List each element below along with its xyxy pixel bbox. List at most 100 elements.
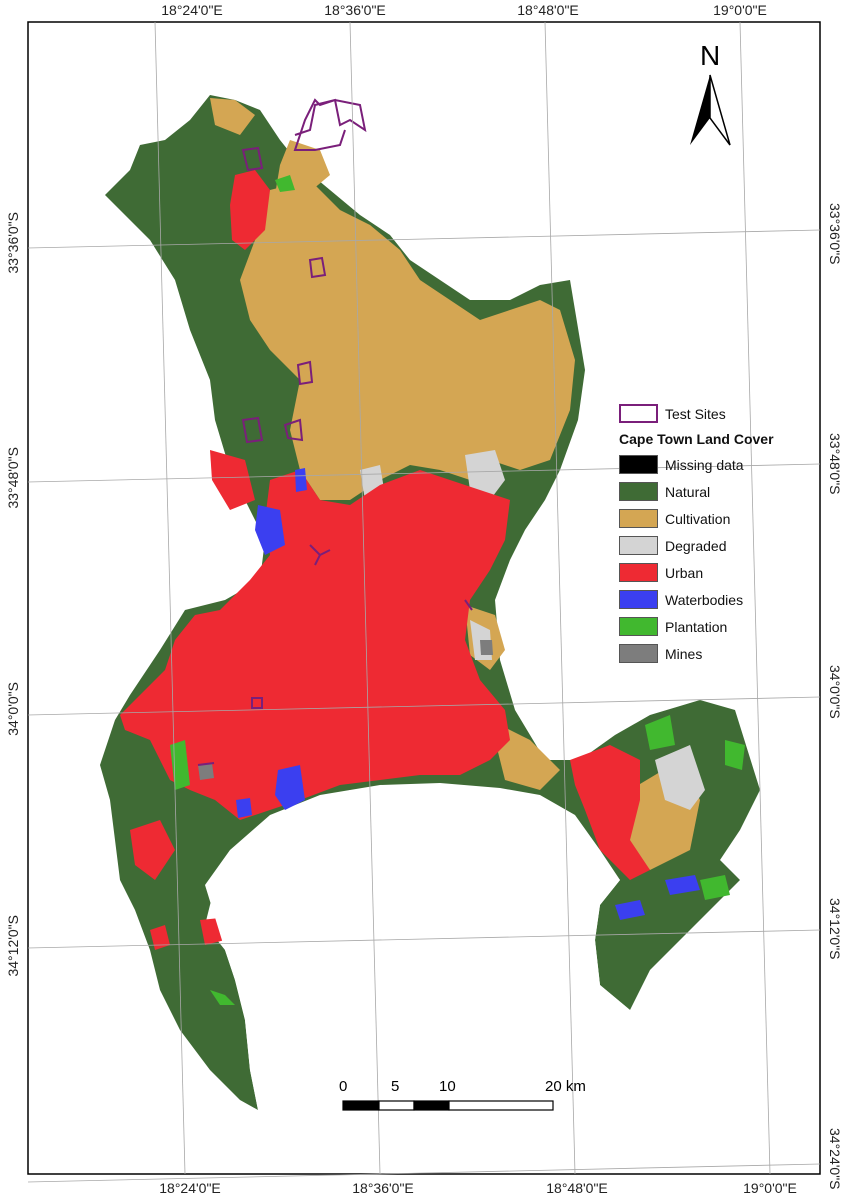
legend-label: Urban — [665, 564, 704, 581]
parallel-line — [27, 696, 821, 716]
waterbody — [255, 505, 285, 555]
waterbody — [275, 765, 305, 810]
plantation-patch — [725, 740, 745, 770]
plantation-patch — [645, 715, 675, 750]
bottom-tick-label: 18°24'0"E — [159, 1180, 221, 1196]
legend-items: Missing data Natural Cultivation Degraded Ur… — [619, 451, 819, 667]
north-label: N — [700, 40, 721, 71]
map-legend: Test Sites Cape Town Land Cover Missing … — [619, 400, 819, 667]
parallel-line — [27, 463, 821, 483]
cultivation-patch — [210, 98, 255, 135]
legend-title: Cape Town Land Cover — [619, 431, 774, 447]
test-site-outline — [308, 256, 327, 279]
mine-patch — [480, 640, 493, 655]
test-site-swatch — [619, 404, 658, 423]
urban-region — [130, 820, 175, 880]
graticule — [27, 21, 821, 1183]
scale-segment — [448, 1100, 554, 1111]
cultivation-region — [240, 180, 575, 500]
legend-item: Missing data — [619, 451, 819, 478]
scale-segment — [378, 1100, 415, 1111]
plantation-patch — [275, 175, 295, 192]
plantation-patch — [700, 875, 730, 900]
legend-item: Waterbodies — [619, 586, 819, 613]
test-site-outline — [283, 418, 304, 442]
scale-label: 0 — [339, 1078, 348, 1095]
right-tick-label: 33°36'0"S — [827, 203, 843, 265]
test-site-outline — [251, 697, 263, 709]
urban-region — [230, 170, 270, 250]
legend-swatch — [619, 482, 658, 501]
right-tick-label: 34°12'0"S — [827, 898, 843, 960]
waterbody — [615, 900, 645, 920]
legend-swatch — [619, 644, 658, 663]
urban-region — [120, 470, 510, 820]
land-cover-map — [100, 95, 760, 1120]
parallel-line — [27, 929, 821, 949]
test-site-outline — [464, 599, 473, 611]
scale-label: 10 — [439, 1078, 456, 1095]
legend-swatch — [619, 590, 658, 609]
waterbody — [665, 875, 700, 895]
legend-swatch — [619, 617, 658, 636]
meridian-line — [349, 21, 381, 1175]
bottom-tick-label: 19°0'0"E — [743, 1180, 797, 1196]
urban-region — [210, 450, 255, 510]
test-site-outline — [309, 544, 331, 566]
urban-region — [570, 745, 650, 880]
meridian-line — [544, 21, 576, 1175]
right-tick-label: 34°0'0"S — [827, 665, 843, 719]
test-site-outline — [293, 98, 367, 151]
scale-segment — [342, 1100, 380, 1111]
urban-region — [150, 925, 170, 950]
scale-label: 20 km — [545, 1078, 586, 1095]
legend-swatch — [619, 509, 658, 528]
degraded-patch — [465, 450, 505, 500]
top-tick-label: 18°36'0"E — [324, 2, 386, 18]
legend-item: Mines — [619, 640, 819, 667]
legend-label: Mines — [665, 645, 703, 662]
scale-bar — [342, 1100, 554, 1111]
legend-item: Cultivation — [619, 505, 819, 532]
legend-label: Cultivation — [665, 510, 731, 527]
legend-label: Plantation — [665, 618, 728, 635]
right-tick-label: 33°48'0"S — [827, 433, 843, 495]
legend-swatch — [619, 536, 658, 555]
legend-label: Natural — [665, 483, 711, 500]
legend-label: Degraded — [665, 537, 727, 554]
legend-swatch — [619, 563, 658, 582]
degraded-patch — [655, 745, 705, 810]
legend-item: Urban — [619, 559, 819, 586]
plantation-patch — [210, 990, 235, 1005]
mine-patch — [198, 763, 214, 780]
waterbody — [295, 468, 307, 492]
legend-label: Test Sites — [665, 405, 726, 422]
test-site-outline — [241, 416, 264, 444]
left-tick-label: 33°36'0"S — [5, 212, 21, 274]
false-bay-water — [205, 783, 640, 1120]
top-tick-label: 18°24'0"E — [161, 2, 223, 18]
legend-item: Degraded — [619, 532, 819, 559]
test-site-outline — [241, 146, 264, 172]
north-arrow-icon — [690, 74, 731, 146]
test-sites — [197, 98, 473, 766]
right-tick-label: 34°24'0"S — [827, 1128, 843, 1190]
left-tick-label: 34°12'0"S — [5, 915, 21, 977]
legend-test-sites: Test Sites — [619, 400, 819, 427]
legend-item: Plantation — [619, 613, 819, 640]
meridian-line — [154, 21, 186, 1175]
left-tick-label: 33°48'0"S — [5, 447, 21, 509]
parallel-line — [27, 1163, 821, 1183]
left-tick-label: 34°0'0"S — [5, 682, 21, 736]
test-site-outline — [197, 762, 215, 766]
scale-segment — [413, 1100, 450, 1111]
test-site-outline — [296, 360, 314, 386]
legend-label: Waterbodies — [665, 591, 744, 608]
top-tick-label: 18°48'0"E — [517, 2, 579, 18]
legend-item: Natural — [619, 478, 819, 505]
bottom-tick-label: 18°36'0"E — [352, 1180, 414, 1196]
legend-swatch — [619, 455, 658, 474]
meridian-line — [739, 21, 771, 1175]
waterbody — [236, 798, 252, 818]
